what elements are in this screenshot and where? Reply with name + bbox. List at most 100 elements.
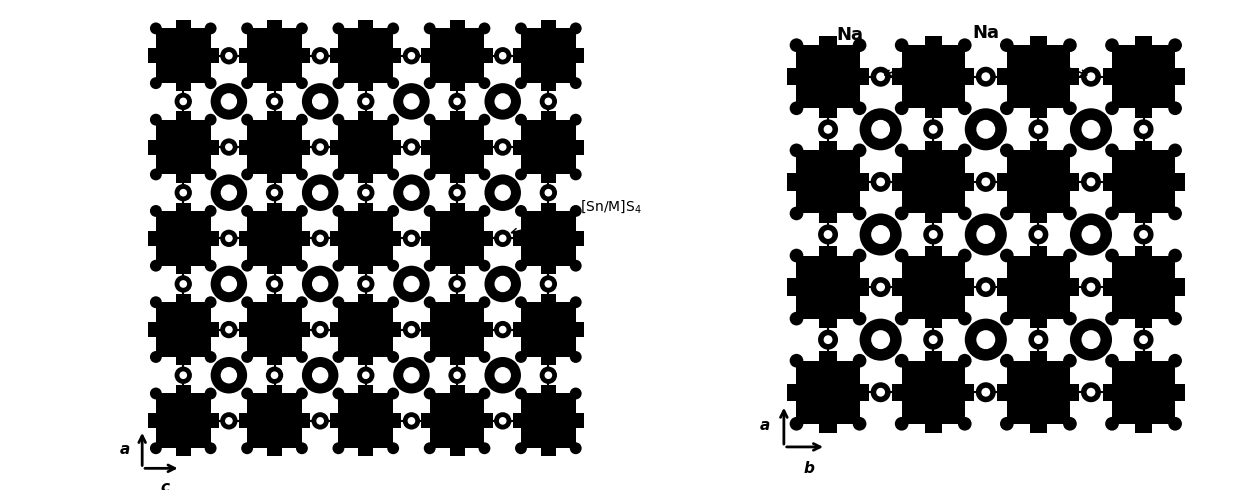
Bar [148,231,156,246]
Circle shape [362,280,370,288]
Bar [1102,384,1112,401]
Circle shape [424,442,435,454]
Circle shape [403,412,420,430]
Bar [893,68,901,85]
Circle shape [570,205,582,217]
Bar [1112,255,1176,318]
Circle shape [454,371,461,379]
Bar [997,278,1007,296]
Circle shape [1063,101,1076,115]
Bar [965,173,975,191]
Circle shape [311,412,329,430]
Circle shape [301,174,339,211]
Circle shape [959,144,972,157]
Bar [575,140,584,154]
Text: Na: Na [836,26,863,44]
Circle shape [242,114,253,125]
Bar [901,45,965,108]
Circle shape [150,442,161,454]
Bar [1029,318,1047,328]
Circle shape [485,174,521,211]
Circle shape [1063,417,1076,431]
Bar [925,108,942,118]
Circle shape [1028,224,1048,245]
Bar [1135,246,1152,255]
Circle shape [515,77,527,89]
Bar [211,322,218,337]
Circle shape [150,169,161,180]
Bar [965,278,975,296]
Bar [925,424,942,433]
Circle shape [424,205,435,217]
Circle shape [393,357,430,393]
Circle shape [570,351,582,363]
Circle shape [1063,38,1076,52]
Circle shape [1086,177,1095,186]
Circle shape [312,276,329,292]
Bar [156,211,211,266]
Circle shape [1105,354,1118,368]
Circle shape [494,138,511,156]
Circle shape [408,143,415,151]
Bar [339,211,393,266]
Circle shape [872,330,890,349]
Bar [820,246,837,255]
Circle shape [403,276,419,292]
Circle shape [180,189,187,196]
Circle shape [485,266,521,302]
Circle shape [270,98,278,105]
Circle shape [242,169,253,180]
Circle shape [539,184,557,201]
Circle shape [211,266,247,302]
Bar [820,108,837,118]
Bar [925,36,942,45]
Bar [267,83,281,91]
Bar [1135,141,1152,150]
Circle shape [221,230,238,247]
Circle shape [1168,38,1182,52]
Bar [1029,214,1047,223]
Circle shape [362,98,370,105]
Circle shape [221,367,237,384]
Circle shape [895,144,909,157]
Circle shape [1105,144,1118,157]
Bar [239,322,247,337]
Bar [301,322,310,337]
Bar [422,414,430,428]
Circle shape [424,296,435,308]
Circle shape [242,296,253,308]
Bar [450,266,465,274]
Circle shape [332,442,345,454]
Circle shape [242,23,253,34]
Bar [358,111,373,120]
Bar [358,448,373,457]
Bar [267,174,281,183]
Circle shape [1168,312,1182,325]
Circle shape [311,230,329,247]
Circle shape [175,367,192,384]
Bar [1135,108,1152,118]
Circle shape [818,120,838,139]
Bar [965,68,975,85]
Circle shape [959,249,972,262]
Circle shape [449,184,466,201]
Circle shape [853,417,867,431]
Bar [541,266,556,274]
Circle shape [316,417,324,425]
Bar [211,140,218,154]
Circle shape [570,23,582,34]
Circle shape [1168,354,1182,368]
Circle shape [205,77,217,89]
Bar [796,361,859,424]
Bar [211,231,218,246]
Bar [358,83,373,91]
Circle shape [180,280,187,288]
Circle shape [570,296,582,308]
Bar [541,294,556,302]
Circle shape [316,326,324,333]
Bar [575,322,584,337]
Bar [176,294,191,302]
Circle shape [1133,224,1153,245]
Bar [925,214,942,223]
Bar [541,174,556,183]
